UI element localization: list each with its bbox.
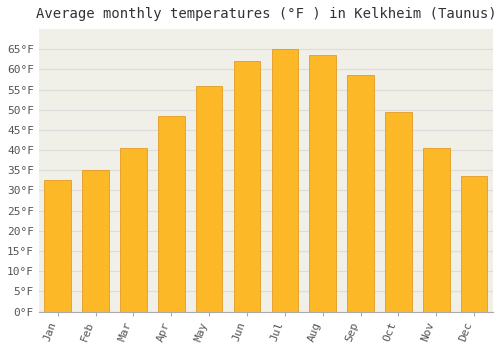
Bar <box>310 55 336 312</box>
Bar <box>461 176 487 312</box>
Bar <box>272 49 298 312</box>
Bar <box>82 170 109 312</box>
Bar <box>158 116 184 312</box>
Bar <box>234 61 260 312</box>
Bar <box>423 148 450 312</box>
Bar <box>120 148 146 312</box>
Title: Average monthly temperatures (°F ) in Kelkheim (Taunus): Average monthly temperatures (°F ) in Ke… <box>36 7 496 21</box>
Bar <box>196 85 222 312</box>
Bar <box>385 112 411 312</box>
Bar <box>44 180 71 312</box>
Bar <box>348 76 374 312</box>
